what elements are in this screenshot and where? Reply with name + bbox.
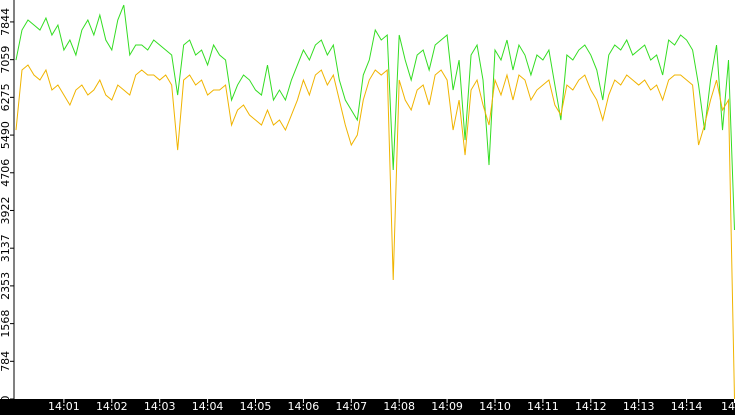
series-line bbox=[15, 4, 735, 231]
x-axis-bar bbox=[0, 399, 735, 415]
y-tick-label: 7059 bbox=[0, 46, 12, 74]
x-tick-label: 14:05 bbox=[240, 400, 272, 413]
x-tick-label: 14:13 bbox=[623, 400, 655, 413]
x-tick-label: 14:08 bbox=[383, 400, 415, 413]
y-tick-label: 3922 bbox=[0, 196, 12, 224]
y-tick-label: 7844 bbox=[0, 8, 12, 36]
x-tick-label: 14:12 bbox=[575, 400, 607, 413]
x-tick-label: 14:10 bbox=[479, 400, 511, 413]
x-tick-label: 14:06 bbox=[288, 400, 320, 413]
y-tick-label: 3137 bbox=[0, 234, 12, 262]
y-tick-label: 4706 bbox=[0, 159, 12, 187]
x-tick-label: 14:03 bbox=[144, 400, 176, 413]
x-tick-label: 14:11 bbox=[527, 400, 559, 413]
x-tick-label: 14:07 bbox=[335, 400, 367, 413]
x-tick-label: 14:04 bbox=[192, 400, 224, 413]
y-tick-label: 2353 bbox=[0, 272, 12, 300]
series-line bbox=[15, 64, 735, 400]
y-tick-label: 1568 bbox=[0, 310, 12, 338]
y-tick-label: 6275 bbox=[0, 83, 12, 111]
y-tick-label: 0 bbox=[0, 396, 12, 403]
x-tick-label: 14:14 bbox=[671, 400, 703, 413]
y-tick-label: 5490 bbox=[0, 121, 12, 149]
x-tick-label: 14 bbox=[721, 400, 735, 413]
y-tick-label: 784 bbox=[0, 351, 12, 372]
x-tick-label: 14:02 bbox=[96, 400, 128, 413]
x-tick-label: 14:09 bbox=[431, 400, 463, 413]
x-tick-label: 14:01 bbox=[48, 400, 80, 413]
